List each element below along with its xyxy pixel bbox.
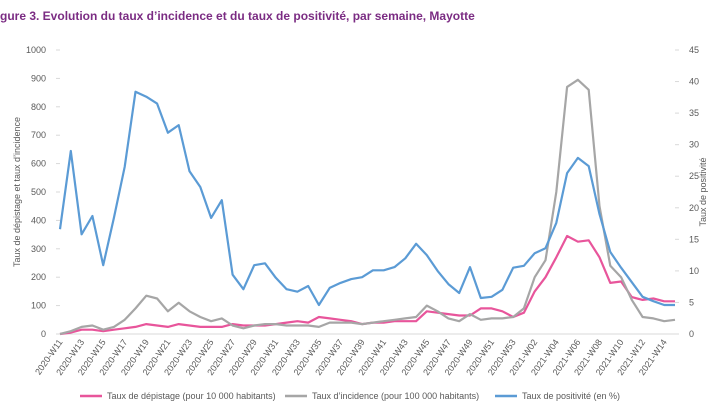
- y2-tick-label: 20: [689, 203, 699, 213]
- y-tick-label: 1000: [26, 45, 46, 55]
- chart-title: gure 3. Evolution du taux d’incidence et…: [0, 9, 475, 23]
- y2-tick-label: 10: [689, 266, 699, 276]
- y2-tick-label: 5: [689, 297, 694, 307]
- y-axis-label: Taux de dépistage et taux d’incidence: [12, 117, 22, 267]
- y2-tick-label: 40: [689, 77, 699, 87]
- y2-axis-label: Taux de positivité: [698, 157, 708, 226]
- y-tick-label: 300: [31, 244, 46, 254]
- series-line: [59, 78, 676, 336]
- y-tick-label: 600: [31, 159, 46, 169]
- y2-tick-label: 15: [689, 234, 699, 244]
- y-tick-label: 400: [31, 215, 46, 225]
- y2-tick-label: 30: [689, 140, 699, 150]
- y2-tick-label: 0: [689, 329, 694, 339]
- y-tick-label: 0: [41, 329, 46, 339]
- y-tick-label: 700: [31, 130, 46, 140]
- legend-label: Taux d’incidence (pour 100 000 habitants…: [312, 391, 479, 401]
- y-tick-label: 900: [31, 73, 46, 83]
- legend-label: Taux de dépistage (pour 10 000 habitants…: [107, 391, 276, 401]
- series-line: [58, 90, 675, 307]
- y2-tick-label: 45: [689, 45, 699, 55]
- y-tick-label: 800: [31, 102, 46, 112]
- y-tick-label: 500: [31, 187, 46, 197]
- y-tick-label: 200: [31, 272, 46, 282]
- y-tick-label: 100: [31, 301, 46, 311]
- y2-tick-label: 25: [689, 171, 699, 181]
- y2-tick-label: 35: [689, 108, 699, 118]
- series-line: [59, 234, 675, 336]
- legend-label: Taux de positivité (en %): [522, 391, 620, 401]
